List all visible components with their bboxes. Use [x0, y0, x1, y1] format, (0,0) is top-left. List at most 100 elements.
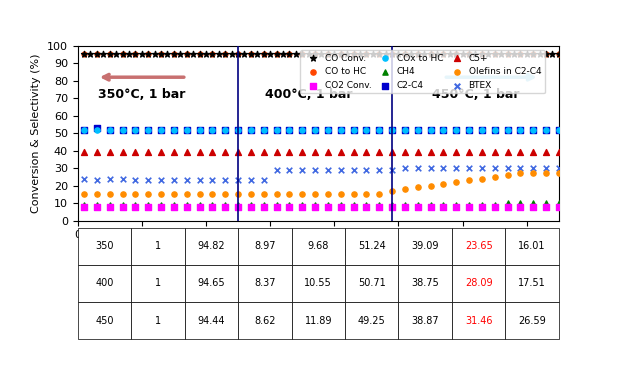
COx to HC	[464, 126, 474, 133]
C5+	[259, 149, 269, 155]
COx to HC	[425, 126, 435, 133]
C5+	[233, 149, 243, 155]
CO2 Conv.	[143, 203, 153, 210]
CO to HC	[490, 51, 500, 58]
C2-C4	[374, 126, 384, 133]
Olefins in C2-C4	[490, 174, 500, 180]
BTEX	[92, 177, 102, 183]
CO Conv.	[150, 51, 160, 58]
COx to HC	[130, 126, 140, 133]
Olefins in C2-C4	[477, 176, 487, 182]
CO2 Conv.	[284, 203, 294, 210]
Olefins in C2-C4	[105, 191, 115, 197]
CO to HC	[79, 51, 89, 58]
CO to HC	[220, 51, 230, 58]
COx to HC	[451, 126, 461, 133]
BTEX	[361, 167, 371, 173]
CH4	[515, 200, 525, 206]
C2-C4	[182, 126, 192, 133]
CO2 Conv.	[207, 203, 217, 210]
CO2 Conv.	[156, 203, 166, 210]
C2-C4	[336, 126, 346, 133]
CO2 Conv.	[92, 203, 102, 210]
CH4	[477, 202, 487, 208]
Olefins in C2-C4	[143, 191, 153, 197]
CO Conv.	[535, 51, 545, 58]
C2-C4	[117, 126, 127, 133]
BTEX	[259, 177, 269, 183]
CH4	[182, 202, 192, 208]
CO to HC	[515, 51, 525, 58]
CO Conv.	[137, 51, 147, 58]
CO Conv.	[124, 51, 134, 58]
C2-C4	[323, 126, 333, 133]
Olefins in C2-C4	[259, 191, 269, 197]
CH4	[220, 202, 230, 208]
C5+	[310, 149, 320, 155]
BTEX	[284, 167, 294, 173]
CH4	[297, 202, 307, 208]
Olefins in C2-C4	[387, 188, 397, 194]
CO Conv.	[419, 51, 429, 58]
CO2 Conv.	[259, 203, 269, 210]
COx to HC	[79, 126, 89, 133]
CH4	[130, 202, 140, 208]
C5+	[348, 149, 358, 155]
CO to HC	[425, 51, 435, 58]
CO2 Conv.	[233, 203, 243, 210]
C5+	[79, 149, 89, 155]
CO Conv.	[130, 51, 140, 58]
CO Conv.	[297, 51, 307, 58]
CH4	[361, 202, 371, 208]
CO to HC	[413, 51, 423, 58]
CO2 Conv.	[425, 203, 435, 210]
COx to HC	[515, 126, 525, 133]
CO to HC	[361, 51, 371, 58]
COx to HC	[169, 126, 179, 133]
CH4	[464, 202, 474, 208]
Olefins in C2-C4	[554, 170, 564, 176]
C5+	[541, 149, 551, 155]
CH4	[413, 202, 423, 208]
CO2 Conv.	[246, 203, 256, 210]
CO2 Conv.	[528, 203, 538, 210]
CO2 Conv.	[541, 203, 551, 210]
Olefins in C2-C4	[413, 184, 423, 190]
CO to HC	[554, 51, 564, 58]
Olefins in C2-C4	[92, 191, 102, 197]
CO2 Conv.	[348, 203, 358, 210]
CO Conv.	[304, 51, 314, 58]
CO Conv.	[105, 51, 115, 58]
C5+	[156, 149, 166, 155]
C5+	[143, 149, 153, 155]
BTEX	[490, 165, 500, 171]
C2-C4	[169, 126, 179, 133]
C2-C4	[400, 126, 410, 133]
BTEX	[117, 176, 127, 182]
BTEX	[502, 165, 512, 171]
CO Conv.	[194, 51, 204, 58]
CO to HC	[541, 51, 551, 58]
CH4	[374, 202, 384, 208]
CO Conv.	[323, 51, 333, 58]
BTEX	[400, 165, 410, 171]
C2-C4	[387, 126, 397, 133]
C2-C4	[438, 126, 448, 133]
C2-C4	[233, 126, 243, 133]
Olefins in C2-C4	[156, 191, 166, 197]
CO Conv.	[265, 51, 275, 58]
CO Conv.	[201, 51, 211, 58]
CO2 Conv.	[220, 203, 230, 210]
CO2 Conv.	[323, 203, 333, 210]
CO Conv.	[394, 51, 404, 58]
CO Conv.	[117, 51, 127, 58]
COx to HC	[361, 126, 371, 133]
CH4	[92, 202, 102, 208]
CO2 Conv.	[271, 203, 281, 210]
C5+	[271, 149, 281, 155]
CH4	[271, 202, 281, 208]
C5+	[220, 149, 230, 155]
CO to HC	[400, 51, 410, 58]
C5+	[554, 149, 564, 155]
BTEX	[297, 167, 307, 173]
